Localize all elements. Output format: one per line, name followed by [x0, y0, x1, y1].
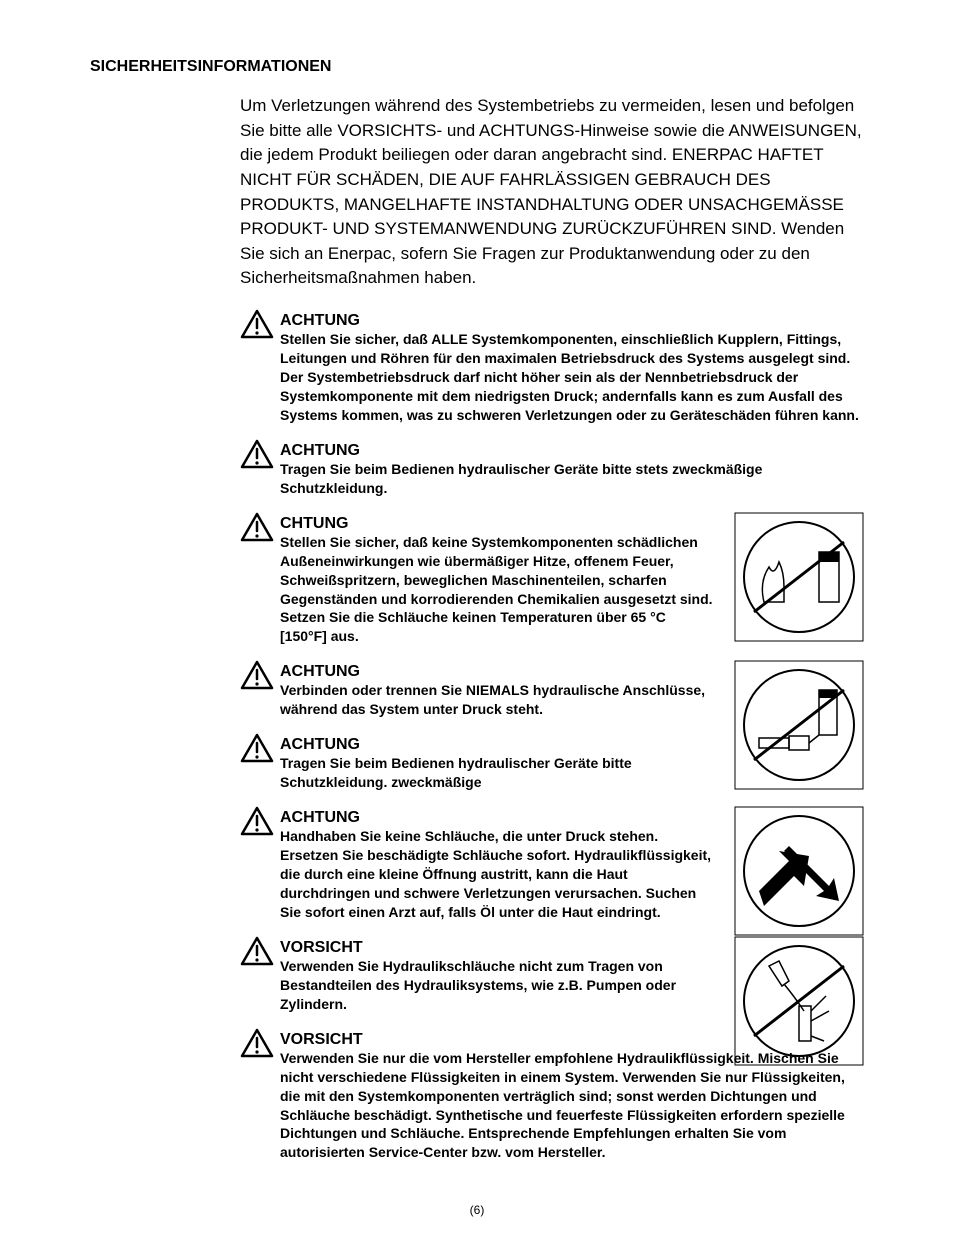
content-area: ACHTUNG Stellen Sie sicher, daß ALLE Sys…: [240, 309, 864, 1162]
warning-block: CHTUNG Stellen Sie sicher, daß keine Sys…: [240, 512, 864, 647]
warning-title: ACHTUNG: [280, 660, 714, 681]
warning-text: Tragen Sie beim Bedienen hydraulischer G…: [280, 460, 864, 498]
flame-prohibited-icon: [734, 512, 864, 642]
warning-triangle-icon: [240, 806, 274, 841]
warning-triangle-icon: [240, 512, 274, 547]
warning-triangle-icon: [240, 660, 274, 695]
warning-text: Verbinden oder trennen Sie NIEMALS hydra…: [280, 681, 714, 719]
warning-block: VORSICHT Verwenden Sie Hydraulikschläuch…: [240, 936, 864, 1014]
intro-paragraph: Um Verletzungen während des Systembetrie…: [240, 94, 864, 291]
warning-block: ACHTUNG Tragen Sie beim Bedienen hydraul…: [240, 733, 864, 792]
warning-text: Tragen Sie beim Bedienen hydraulischer G…: [280, 754, 714, 792]
warning-title: ACHTUNG: [280, 439, 864, 460]
warning-block: ACHTUNG Tragen Sie beim Bedienen hydraul…: [240, 439, 864, 498]
page: SICHERHEITSINFORMATIONEN Um Verletzungen…: [0, 0, 954, 1235]
warning-text-line2: Sie sofort einen Arzt auf, falls Öl unte…: [280, 903, 714, 922]
warning-text: Stellen Sie sicher, daß keine Systemkomp…: [280, 533, 714, 646]
warning-title: VORSICHT: [280, 1028, 864, 1049]
warning-block: ACHTUNG Stellen Sie sicher, daß ALLE Sys…: [240, 309, 864, 425]
warning-block: ACHTUNG Verbinden oder trennen Sie NIEMA…: [240, 660, 864, 719]
warning-text: Verwenden Sie nur die vom Hersteller emp…: [280, 1049, 864, 1162]
warning-text: Handhaben Sie keine Schläuche, die unter…: [280, 827, 714, 903]
warning-title: ACHTUNG: [280, 733, 714, 754]
warning-title: ACHTUNG: [280, 309, 864, 330]
warning-block: VORSICHT Verwenden Sie nur die vom Herst…: [240, 1028, 864, 1163]
warning-title: ACHTUNG: [280, 806, 714, 827]
warning-title: CHTUNG: [280, 512, 714, 533]
warning-block: ACHTUNG Handhaben Sie keine Schläuche, d…: [240, 806, 864, 922]
warning-triangle-icon: [240, 309, 274, 344]
warning-text: Verwenden Sie Hydraulikschläuche nicht z…: [280, 957, 714, 1014]
hose-pressure-prohibited-icon: [734, 806, 864, 936]
warning-title: VORSICHT: [280, 936, 714, 957]
warning-triangle-icon: [240, 936, 274, 971]
warning-triangle-icon: [240, 1028, 274, 1063]
section-title: SICHERHEITSINFORMATIONEN: [90, 58, 864, 76]
page-number: (6): [0, 1203, 954, 1217]
warning-triangle-icon: [240, 733, 274, 768]
warning-triangle-icon: [240, 439, 274, 474]
warning-text: Stellen Sie sicher, daß ALLE Systemkompo…: [280, 330, 864, 424]
